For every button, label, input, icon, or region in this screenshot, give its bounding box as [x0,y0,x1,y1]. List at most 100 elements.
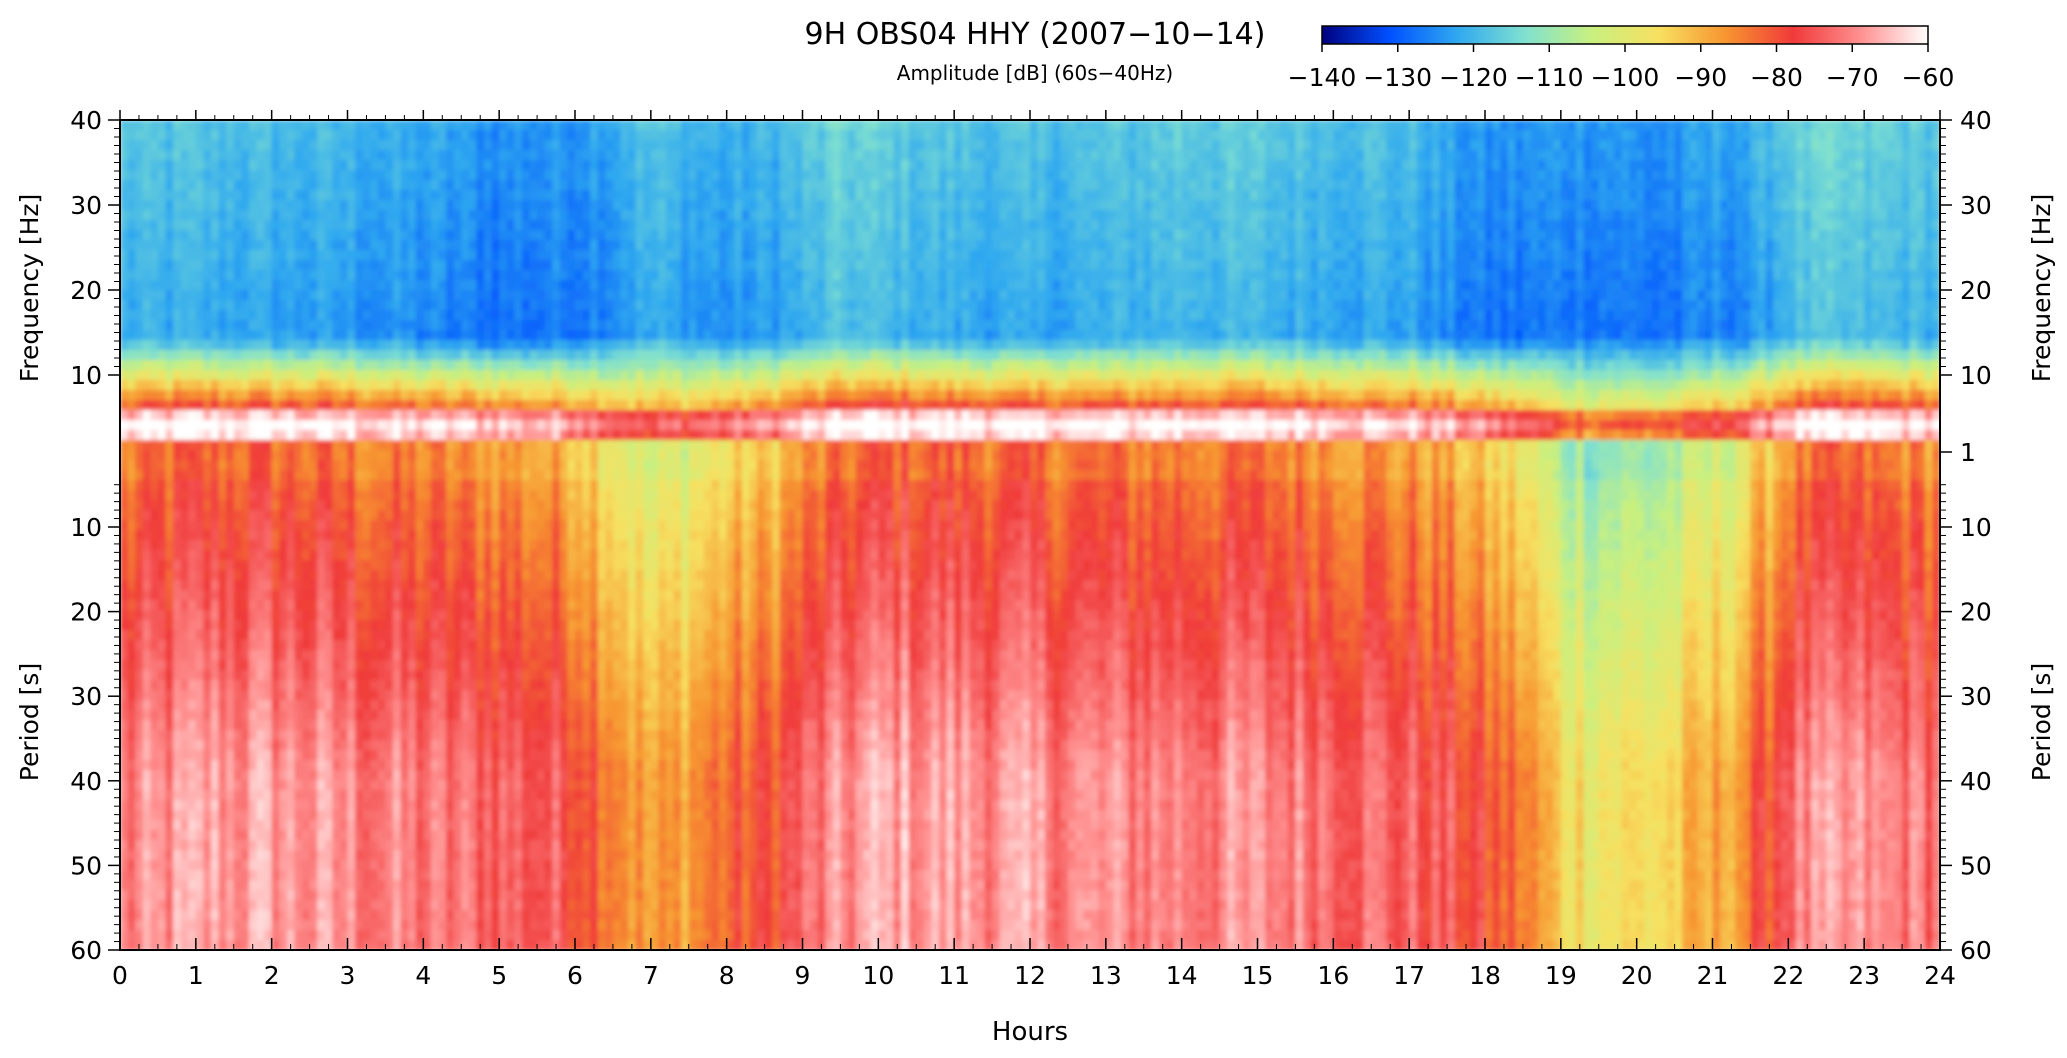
heatmap-cell [135,260,144,271]
heatmap-cell [339,870,349,881]
heatmap-cell [294,780,303,791]
heatmap-cell [142,140,152,151]
heatmap-cell [521,740,531,751]
heatmap-cell [377,870,387,881]
heatmap-cell [180,700,190,711]
heatmap-cell [468,510,478,521]
heatmap-cell [468,560,478,571]
heatmap-cell [188,670,197,681]
heatmap-cell [385,660,394,671]
heatmap-cell [438,560,447,571]
heatmap-cell [408,210,417,221]
heatmap-cell [484,350,493,361]
heatmap-cell [180,240,190,251]
heatmap-cell [256,330,265,341]
heatmap-cell [347,890,356,901]
heatmap-cell [332,870,341,881]
heatmap-cell [324,460,334,471]
heatmap-cell [377,430,387,441]
heatmap-cell [468,930,478,941]
heatmap-cell [248,720,258,731]
heatmap-cell [537,260,546,271]
heatmap-cell [377,390,387,401]
heatmap-cell [506,180,516,191]
heatmap-cell [423,600,432,611]
heatmap-cell [544,510,554,521]
heatmap-cell [499,190,508,201]
heatmap-cell [385,640,394,651]
heatmap-cell [309,830,318,841]
heatmap-cell [491,470,500,481]
heatmap-cell [468,310,478,321]
heatmap-cell [355,660,364,671]
heatmap-cell [347,550,356,561]
heatmap-cell [347,930,356,941]
heatmap-cell [226,900,235,911]
heatmap-cell [506,580,516,591]
heatmap-cell [248,510,258,521]
heatmap-cell [241,930,250,941]
heatmap-cell [567,440,576,451]
heatmap-cell [529,650,538,661]
heatmap-cell [135,400,144,411]
heatmap-cell [559,490,569,501]
heatmap-cell [370,540,379,551]
heatmap-cell [294,230,303,241]
heatmap-cell [173,500,182,511]
heatmap-cell [499,130,508,141]
heatmap-cell [165,450,174,461]
heatmap-cell [393,660,402,671]
heatmap-cell [415,540,425,551]
heatmap-cell [537,550,546,561]
heatmap-cell [302,880,311,891]
heatmap-cell [393,320,402,331]
heatmap-cell [491,880,500,891]
heatmap-cell [423,840,432,851]
heatmap-cell [180,850,190,861]
heatmap-cell [491,870,500,881]
heatmap-cell [188,830,197,841]
heatmap-cell [484,580,493,591]
heatmap-cell [165,170,174,181]
heatmap-cell [537,160,546,171]
heatmap-cell [150,340,159,351]
heatmap-cell [195,170,205,181]
heatmap-cell [302,490,311,501]
heatmap-cell [157,800,167,811]
heatmap-cell [279,680,288,691]
heatmap-cell [362,580,372,591]
heatmap-cell [248,320,258,331]
heatmap-cell [120,490,129,501]
heatmap-cell [377,440,387,451]
heatmap-cell [362,570,372,581]
heatmap-cell [430,220,440,231]
heatmap-cell [195,870,205,881]
heatmap-cell [271,610,281,621]
heatmap-cell [218,420,227,431]
heatmap-cell [180,180,190,191]
heatmap-cell [332,930,341,941]
heatmap-cell [552,380,561,391]
heatmap-cell [476,780,485,791]
heatmap-cell [484,810,493,821]
heatmap-cell [559,210,569,221]
heatmap-cell [165,700,174,711]
heatmap-cell [135,220,144,231]
heatmap-cell [256,830,265,841]
heatmap-cell [453,800,463,811]
heatmap-cell [446,940,455,950]
heatmap-cell [317,440,326,451]
heatmap-cell [309,630,318,641]
heatmap-cell [362,770,372,781]
heatmap-cell [309,530,318,541]
heatmap-cell [142,430,152,441]
heatmap-cell [279,120,288,131]
heatmap-cell [264,480,273,491]
heatmap-cell [491,390,500,401]
heatmap-cell [309,200,318,211]
heatmap-cell [150,230,159,241]
heatmap-cell [211,870,220,881]
heatmap-cell [127,260,136,271]
heatmap-cell [309,320,318,331]
heatmap-cell [476,590,485,601]
